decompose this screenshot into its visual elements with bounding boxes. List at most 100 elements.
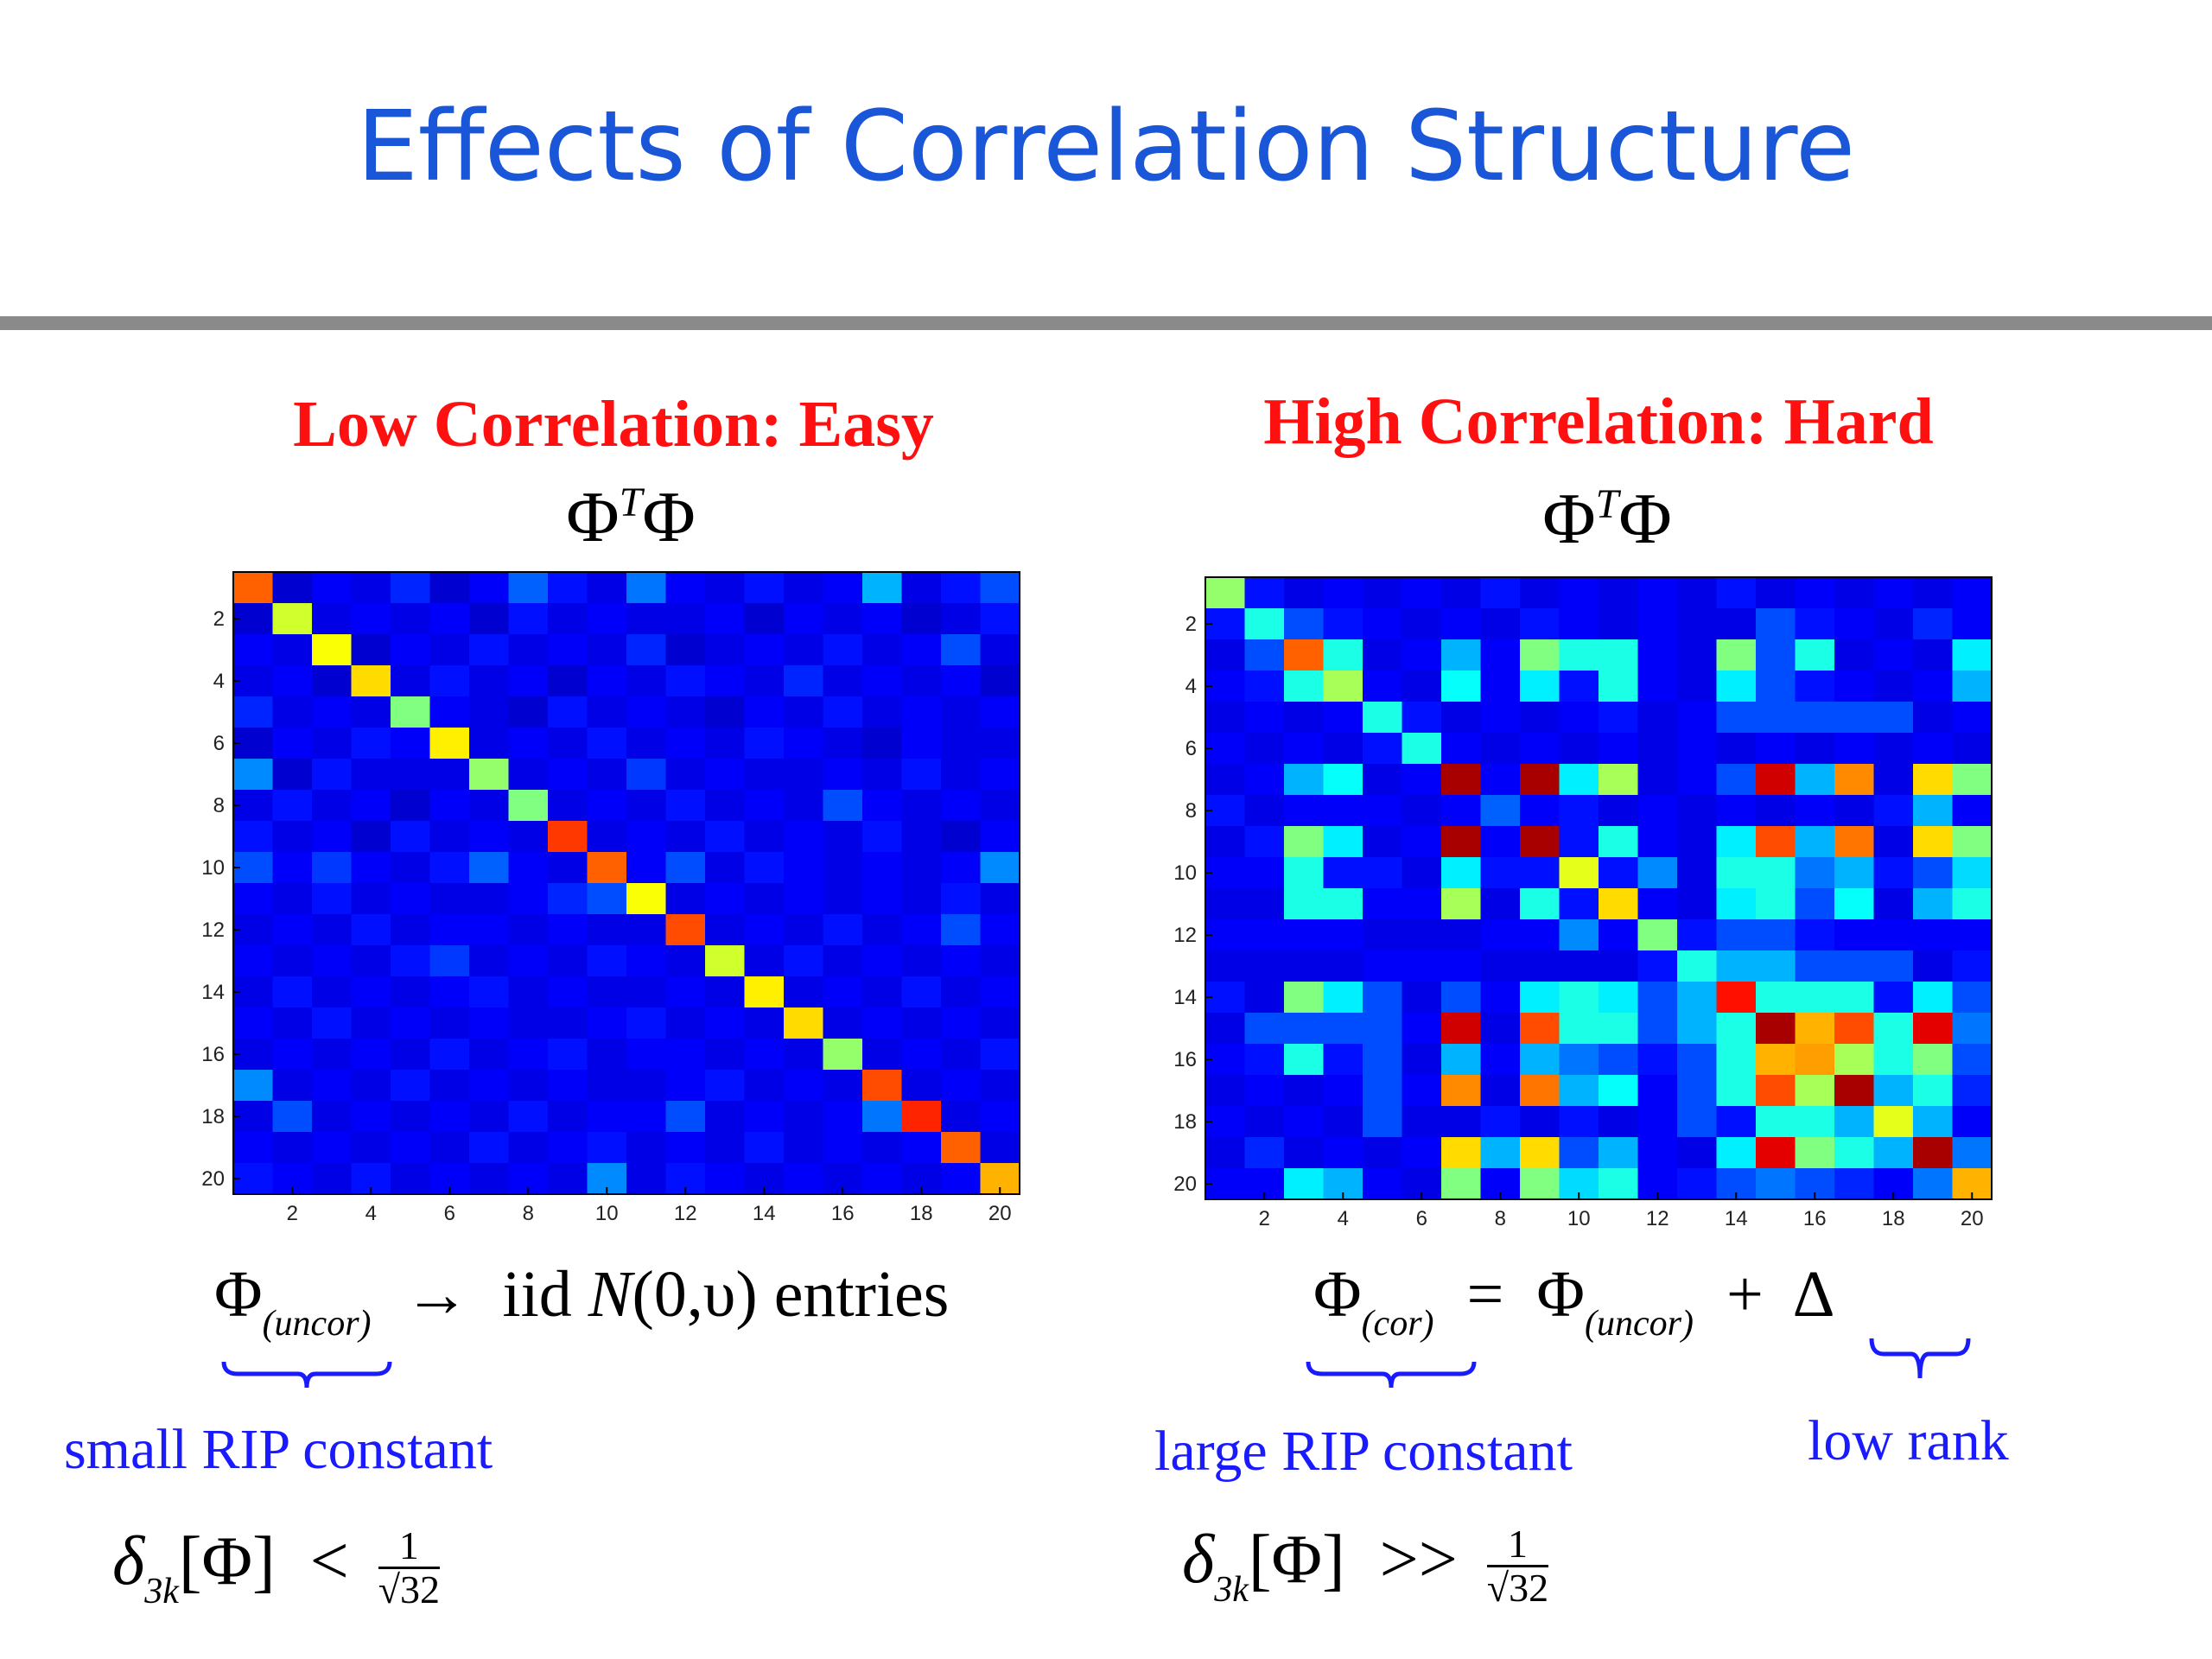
left-heatmap-cell-r1-c16 <box>823 572 863 604</box>
right-heatmap-frame <box>1205 576 1993 1200</box>
right-heatmap-cell-r16-c19 <box>1913 1044 1954 1076</box>
right-heatmap-cell-r17-c14 <box>1716 1075 1757 1107</box>
left-heatmap-cell-r3-c20 <box>980 634 1020 666</box>
right-heatmap-cell-r1-c13 <box>1677 577 1718 609</box>
right-heatmap-cell-r1-c19 <box>1913 577 1954 609</box>
left-heatmap-cell-r2-c6 <box>429 603 470 635</box>
left-heatmap-cell-r9-c2 <box>272 821 313 853</box>
left-heatmap-cell-r9-c11 <box>626 821 667 853</box>
right-heatmap-cell-r8-c5 <box>1363 795 1403 827</box>
left-heatmap-cell-r20-c13 <box>705 1163 746 1195</box>
right-heatmap-cell-r17-c13 <box>1677 1075 1718 1107</box>
right-heatmap-cell-r6-c15 <box>1756 733 1796 765</box>
left-heatmap-cell-r11-c2 <box>272 883 313 915</box>
right-heatmap-cell-r20-c19 <box>1913 1168 1954 1200</box>
right-heatmap-cell-r11-c16 <box>1795 888 1835 920</box>
right-heatmap-cell-r17-c12 <box>1637 1075 1678 1107</box>
right-heatmap-cell-r4-c3 <box>1284 671 1325 702</box>
left-heatmap-cell-r15-c15 <box>784 1007 824 1039</box>
left-heatmap-cell-r2-c16 <box>823 603 863 635</box>
left-heatmap-cell-r11-c13 <box>705 883 746 915</box>
left-heatmap-cell-r13-c20 <box>980 945 1020 977</box>
right-heatmap-cell-r17-c1 <box>1205 1075 1246 1107</box>
left-heatmap-cell-r18-c19 <box>941 1101 982 1133</box>
right-heatmap-cell-r15-c9 <box>1520 1013 1560 1045</box>
left-heatmap-cell-r16-c4 <box>351 1039 391 1071</box>
left-heatmap-cell-r4-c4 <box>351 665 391 697</box>
right-heatmap-cell-r11-c12 <box>1637 888 1678 920</box>
left-heatmap-cell-r10-c12 <box>665 852 706 884</box>
right-heatmap-cell-r8-c17 <box>1834 795 1875 827</box>
right-heatmap-cell-r14-c9 <box>1520 982 1560 1014</box>
left-heatmap-cell-r6-c9 <box>548 728 588 760</box>
right-heatmap-cell-r13-c7 <box>1441 950 1482 982</box>
left-heatmap-cell-r16-c19 <box>941 1039 982 1071</box>
right-heatmap-cell-r16-c13 <box>1677 1044 1718 1076</box>
left-heatmap-cell-r13-c15 <box>784 945 824 977</box>
right-heatmap-cell-r20-c7 <box>1441 1168 1482 1200</box>
right-heatmap-cell-r4-c7 <box>1441 671 1482 702</box>
right-heatmap-cell-r12-c10 <box>1559 919 1599 951</box>
left-matrix-title-sup: T <box>619 480 643 525</box>
right-heatmap-cell-r6-c13 <box>1677 733 1718 765</box>
right-heatmap-cell-r7-c9 <box>1520 764 1560 796</box>
left-heatmap-ytick-label-20: 20 <box>201 1167 225 1191</box>
right-heatmap-cell-r5-c19 <box>1913 702 1954 734</box>
left-heatmap-cell-r16-c16 <box>823 1039 863 1071</box>
left-heatmap-cell-r2-c8 <box>508 603 549 635</box>
right-heatmap-cell-r18-c13 <box>1677 1106 1718 1138</box>
right-heatmap-cell-r9-c16 <box>1795 826 1835 858</box>
right-heatmap-cell-r4-c9 <box>1520 671 1560 702</box>
right-heatmap-cell-r1-c15 <box>1756 577 1796 609</box>
right-heatmap-cell-r12-c15 <box>1756 919 1796 951</box>
left-heatmap-cell-r13-c8 <box>508 945 549 977</box>
left-heatmap-cell-r5-c4 <box>351 696 391 728</box>
left-heatmap-cell-r6-c7 <box>469 728 510 760</box>
right-heatmap-cell-r7-c11 <box>1599 764 1639 796</box>
right-heatmap-cell-r5-c3 <box>1284 702 1325 734</box>
right-heatmap-cell-r3-c17 <box>1834 639 1875 671</box>
left-heatmap-cell-r9-c1 <box>233 821 274 853</box>
left-heatmap-cell-r20-c5 <box>391 1163 431 1195</box>
left-heatmap-ytick-label-14: 14 <box>201 981 225 1004</box>
right-heatmap-cell-r16-c15 <box>1756 1044 1796 1076</box>
left-heatmap-cell-r16-c18 <box>901 1039 942 1071</box>
left-heatmap-cell-r10-c14 <box>744 852 785 884</box>
left-heading: Low Correlation: Easy <box>293 388 934 461</box>
left-matrix-title-phi: Φ <box>566 477 620 557</box>
left-heatmap-cell-r20-c17 <box>862 1163 903 1195</box>
right-heatmap-cell-r12-c19 <box>1913 919 1954 951</box>
left-heatmap-cell-r10-c3 <box>312 852 353 884</box>
right-underbrace-right <box>1869 1338 1971 1379</box>
right-heatmap-cell-r6-c12 <box>1637 733 1678 765</box>
left-rip-den: √32 <box>378 1567 440 1612</box>
left-heatmap-cell-r17-c7 <box>469 1070 510 1102</box>
right-heatmap-cell-r11-c11 <box>1599 888 1639 920</box>
left-heatmap-cell-r10-c16 <box>823 852 863 884</box>
right-heatmap-cell-r1-c14 <box>1716 577 1757 609</box>
left-heatmap-cell-r18-c2 <box>272 1101 313 1133</box>
right-heatmap-cell-r5-c6 <box>1402 702 1442 734</box>
right-heatmap-cell-r19-c15 <box>1756 1137 1796 1169</box>
left-heatmap-cell-r12-c10 <box>587 914 627 946</box>
left-heatmap-xtick-label-8: 8 <box>523 1202 534 1225</box>
left-heatmap-cell-r2-c9 <box>548 603 588 635</box>
right-heatmap-cell-r10-c5 <box>1363 857 1403 889</box>
right-heatmap-cell-r6-c7 <box>1441 733 1482 765</box>
right-matrix-title: ΦTΦ <box>1331 477 1884 561</box>
right-heatmap-cell-r5-c7 <box>1441 702 1482 734</box>
right-heatmap-cell-r3-c1 <box>1205 639 1246 671</box>
right-heatmap-ytick-label-18: 18 <box>1173 1110 1197 1134</box>
left-heatmap-cell-r20-c19 <box>941 1163 982 1195</box>
right-heatmap-cell-r3-c3 <box>1284 639 1325 671</box>
right-eq-phi2: Φ <box>1536 1258 1585 1331</box>
left-heatmap-cell-r4-c12 <box>665 665 706 697</box>
right-heatmap-cell-r3-c5 <box>1363 639 1403 671</box>
right-eq-equals: = <box>1466 1258 1504 1331</box>
left-heatmap-frame <box>232 571 1020 1195</box>
left-heatmap-cell-r19-c12 <box>665 1132 706 1164</box>
left-heatmap-cell-r9-c7 <box>469 821 510 853</box>
left-heatmap-cell-r4-c8 <box>508 665 549 697</box>
left-heatmap-cell-r1-c3 <box>312 572 353 604</box>
right-heatmap-xtick-label-16: 16 <box>1803 1207 1827 1230</box>
